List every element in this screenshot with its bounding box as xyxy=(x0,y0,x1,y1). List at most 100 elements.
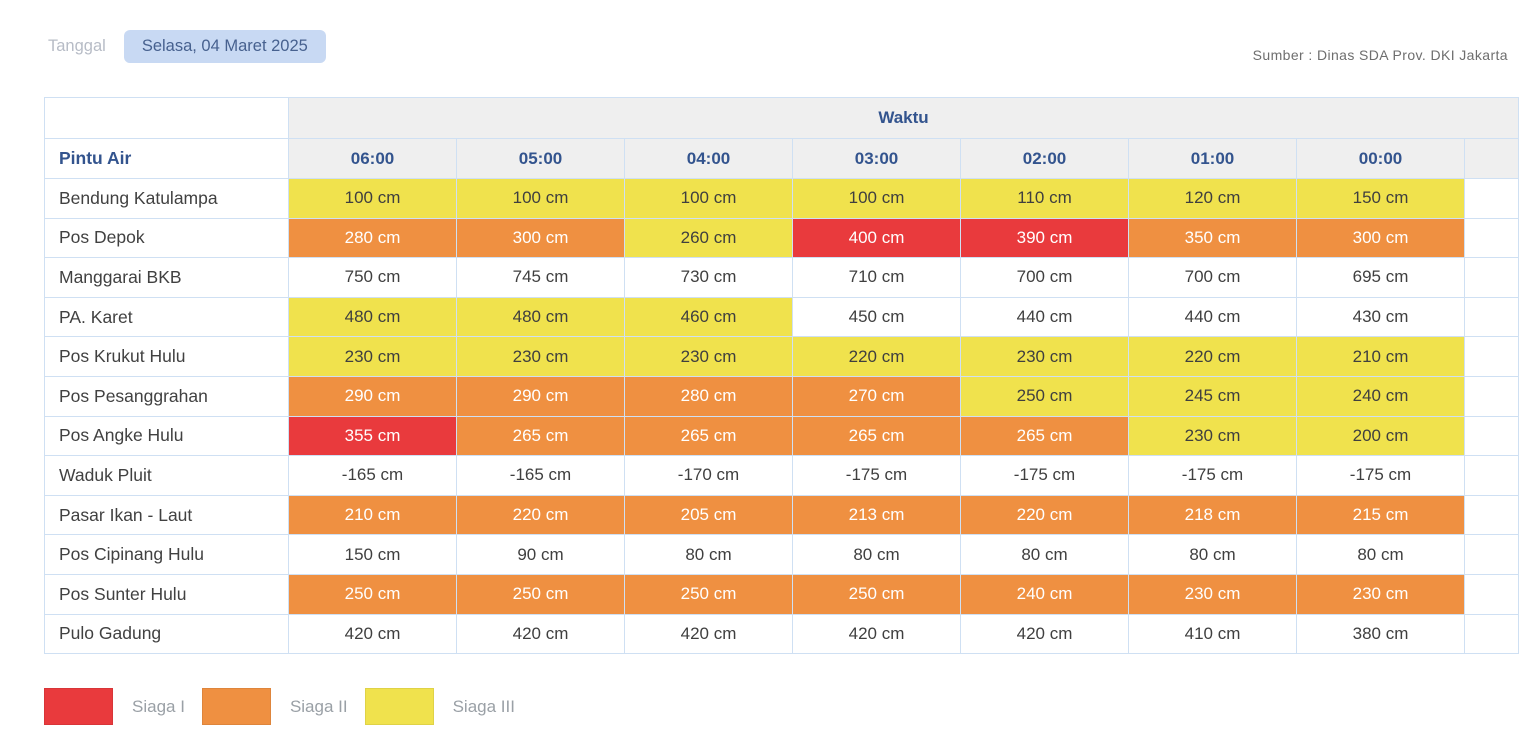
water-level-cell: 110 cm xyxy=(960,178,1129,219)
time-column-header: 02:00 xyxy=(960,138,1129,179)
water-level-cell: 250 cm xyxy=(288,573,457,615)
water-level-cell: -175 cm xyxy=(1128,455,1297,496)
table-row: Pulo Gadung 420 cm 420 cm 420 cm 420 cm 420 c… xyxy=(44,613,1519,655)
row-spacer-cell xyxy=(1464,415,1519,457)
row-spacer-cell xyxy=(1464,336,1519,377)
station-name: Pos Depok xyxy=(44,217,289,259)
water-level-cell: 280 cm xyxy=(624,375,793,417)
water-level-cell: 220 cm xyxy=(456,494,625,536)
station-name: Pos Sunter Hulu xyxy=(44,573,289,615)
water-level-cell: 430 cm xyxy=(1296,296,1465,338)
legend-item: Siaga I xyxy=(44,688,185,725)
row-spacer-cell xyxy=(1464,296,1519,338)
row-spacer-cell xyxy=(1464,494,1519,536)
row-spacer-cell xyxy=(1464,455,1519,496)
water-level-cell: -175 cm xyxy=(1296,455,1465,496)
date-label: Tanggal xyxy=(48,37,106,55)
water-level-cell: 245 cm xyxy=(1128,375,1297,417)
legend-item: Siaga III xyxy=(364,688,515,725)
water-level-cell: 220 cm xyxy=(792,336,961,377)
row-spacer-cell xyxy=(1464,534,1519,575)
row-spacer-cell xyxy=(1464,573,1519,615)
station-name: Pulo Gadung xyxy=(44,613,289,655)
water-level-cell: 230 cm xyxy=(960,336,1129,377)
water-level-cell: 80 cm xyxy=(960,534,1129,575)
water-level-cell: 480 cm xyxy=(456,296,625,338)
water-level-cell: 250 cm xyxy=(456,573,625,615)
station-name: Manggarai BKB xyxy=(44,257,289,298)
water-level-cell: 265 cm xyxy=(456,415,625,457)
water-level-cell: 210 cm xyxy=(288,494,457,536)
water-level-table: Waktu Pintu Air 06:00 05:00 04:00 03:00 02:0… xyxy=(44,97,1519,655)
table-row: Bendung Katulampa 100 cm 100 cm 100 cm 100 c… xyxy=(44,178,1519,219)
table-row: Pos Pesanggrahan 290 cm 290 cm 280 cm 270 cm… xyxy=(44,375,1519,417)
water-level-cell: 700 cm xyxy=(1128,257,1297,298)
source-text: Sumber : Dinas SDA Prov. DKI Jakarta xyxy=(1252,47,1508,63)
date-chip[interactable]: Selasa, 04 Maret 2025 xyxy=(123,30,326,63)
water-level-cell: 400 cm xyxy=(792,217,961,259)
station-name: Pos Krukut Hulu xyxy=(44,336,289,377)
time-column-header: 03:00 xyxy=(792,138,961,179)
water-level-cell: 710 cm xyxy=(792,257,961,298)
row-spacer-cell xyxy=(1464,178,1519,219)
station-name: PA. Karet xyxy=(44,296,289,338)
water-level-cell: 230 cm xyxy=(456,336,625,377)
water-level-cell: 420 cm xyxy=(960,613,1129,655)
water-level-cell: 460 cm xyxy=(624,296,793,338)
waktu-header: Waktu xyxy=(288,97,1519,139)
water-level-cell: 750 cm xyxy=(288,257,457,298)
legend-label: Siaga I xyxy=(132,696,185,716)
legend-swatch-s3 xyxy=(364,688,434,725)
station-name: Bendung Katulampa xyxy=(44,178,289,219)
water-level-cell: 120 cm xyxy=(1128,178,1297,219)
legend-label: Siaga III xyxy=(452,696,515,716)
water-level-cell: 100 cm xyxy=(624,178,793,219)
water-level-cell: 80 cm xyxy=(624,534,793,575)
station-name: Pasar Ikan - Laut xyxy=(44,494,289,536)
water-level-cell: 230 cm xyxy=(1296,573,1465,615)
water-level-cell: 745 cm xyxy=(456,257,625,298)
water-level-cell: 380 cm xyxy=(1296,613,1465,655)
row-spacer-cell xyxy=(1464,217,1519,259)
station-name: Waduk Pluit xyxy=(44,455,289,496)
corner-cell xyxy=(44,97,289,139)
header-spacer-cell xyxy=(1464,138,1519,179)
table-row: Pasar Ikan - Laut 210 cm 220 cm 205 cm 213 c… xyxy=(44,494,1519,536)
water-level-cell: 420 cm xyxy=(624,613,793,655)
water-level-cell: 280 cm xyxy=(288,217,457,259)
water-level-cell: 200 cm xyxy=(1296,415,1465,457)
water-level-cell: 420 cm xyxy=(456,613,625,655)
table-row: Pos Sunter Hulu 250 cm 250 cm 250 cm 250 cm 2… xyxy=(44,573,1519,615)
water-level-cell: 300 cm xyxy=(456,217,625,259)
water-level-cell: 215 cm xyxy=(1296,494,1465,536)
water-level-cell: 700 cm xyxy=(960,257,1129,298)
water-level-cell: 213 cm xyxy=(792,494,961,536)
water-level-cell: 220 cm xyxy=(1128,336,1297,377)
legend-swatch-s2 xyxy=(201,688,271,725)
water-level-cell: 250 cm xyxy=(960,375,1129,417)
water-level-cell: 100 cm xyxy=(456,178,625,219)
water-level-cell: 450 cm xyxy=(792,296,961,338)
row-spacer-cell xyxy=(1464,375,1519,417)
topbar: Tanggal Selasa, 04 Maret 2025 xyxy=(48,30,326,63)
time-column-header: 01:00 xyxy=(1128,138,1297,179)
water-level-cell: 300 cm xyxy=(1296,217,1465,259)
water-level-cell: -170 cm xyxy=(624,455,793,496)
water-level-cell: 90 cm xyxy=(456,534,625,575)
water-level-cell: 240 cm xyxy=(1296,375,1465,417)
water-level-cell: 240 cm xyxy=(960,573,1129,615)
water-level-cell: 80 cm xyxy=(1296,534,1465,575)
water-level-cell: 250 cm xyxy=(624,573,793,615)
water-level-cell: 440 cm xyxy=(960,296,1129,338)
table-row: PA. Karet 480 cm 480 cm 460 cm 450 cm 440 cm 4… xyxy=(44,296,1519,338)
legend: Siaga I Siaga II Siaga III xyxy=(44,688,515,725)
water-level-cell: 250 cm xyxy=(792,573,961,615)
table-row: Waduk Pluit -165 cm -165 cm -170 cm -175 cm -… xyxy=(44,455,1519,496)
station-name: Pos Cipinang Hulu xyxy=(44,534,289,575)
water-level-cell: 265 cm xyxy=(792,415,961,457)
table-row: Pos Depok 280 cm 300 cm 260 cm 400 cm 390 cm 3… xyxy=(44,217,1519,259)
water-level-cell: 230 cm xyxy=(624,336,793,377)
water-level-cell: 420 cm xyxy=(792,613,961,655)
legend-swatch-s1 xyxy=(44,688,113,725)
